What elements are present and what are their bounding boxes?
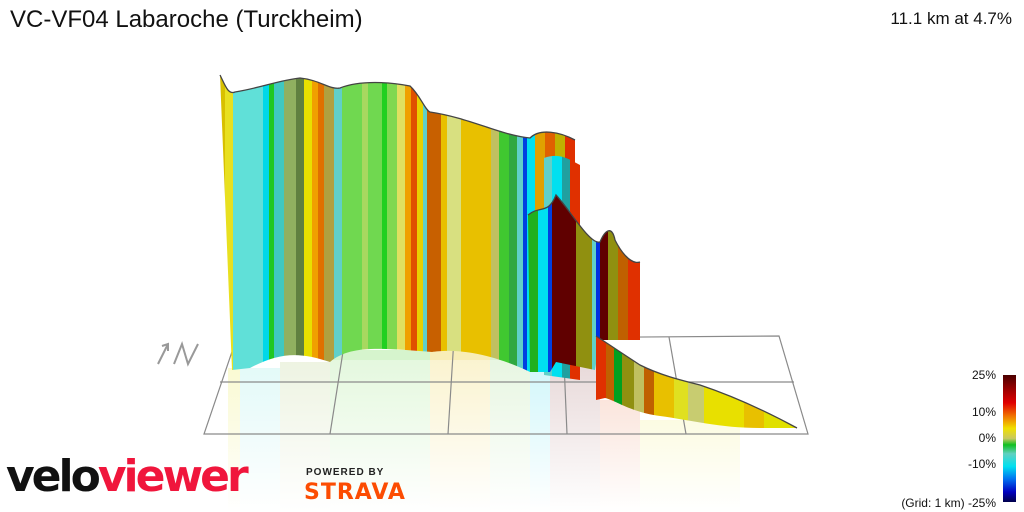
legend-label-10: 10% [971,405,996,419]
legend-label-neg10: -10% [967,457,996,471]
legend-label-min-grid: (Grid: 1 km) -25% [901,496,996,510]
profile-wall-middle [527,155,641,380]
segment-stats: 11.1 km at 4.7% [890,9,1012,28]
powered-by-label: POWERED BY [306,467,385,478]
logo-text-viewer: viewer [97,451,249,502]
legend-label-0: 0% [978,431,996,445]
legend-label-max: 25% [971,368,996,382]
veloviewer-logo[interactable]: veloviewer [6,451,249,502]
logo-text-velo: velo [6,451,101,502]
north-arrow-icon [157,340,199,367]
profile-wall [219,74,576,372]
page-title: VC-VF04 Labaroche (Turckheim) [10,6,363,33]
gradient-color-scale [1003,375,1016,502]
strava-logo[interactable]: STRAVA [304,480,406,505]
